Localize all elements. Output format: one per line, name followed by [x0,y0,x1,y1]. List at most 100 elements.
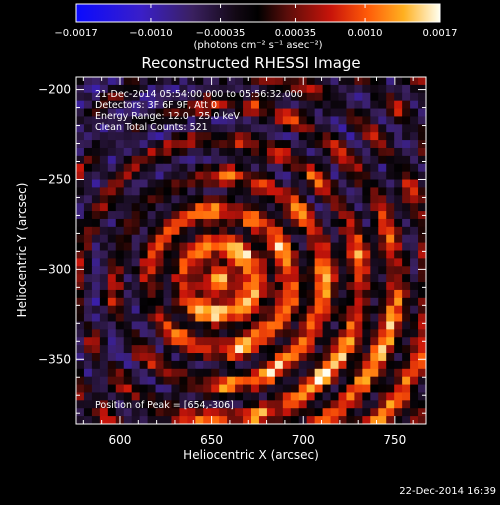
heatmap-cell [418,147,426,157]
heatmap-cell [354,392,363,401]
heatmap-cell [298,234,308,244]
heatmap-cell [131,313,141,323]
heatmap-cell [123,242,133,252]
heatmap-cell [171,108,180,118]
heatmap-cell [107,187,117,196]
heatmap-cell [378,266,387,275]
heatmap-cell [195,337,204,346]
heatmap-cell [211,353,220,362]
heatmap-cell [402,234,411,244]
heatmap-cell [243,132,252,141]
heatmap-cell [338,234,348,244]
heatmap-cell [147,195,157,204]
heatmap-cell [171,132,180,141]
heatmap-cell [410,297,419,307]
heatmap-cell [378,242,387,252]
heatmap-cell [211,155,220,165]
heatmap-cell [266,211,276,220]
heatmap-cell [163,353,173,362]
heatmap-cell [235,116,244,125]
heatmap-cell [179,171,188,181]
heatmap-cell [163,155,173,165]
heatmap-cell [362,179,371,189]
heatmap-cell [298,360,308,370]
heatmap-cell [251,132,260,141]
heatmap-cell [179,124,188,133]
heatmap-cell [227,274,236,283]
heatmap-cell [282,116,292,125]
heatmap-cell [394,179,403,189]
heatmap-cell [251,392,260,401]
heatmap-cell [370,108,379,118]
heatmap-cell [258,147,268,157]
heatmap-cell [139,77,149,86]
heatmap-cell [243,140,252,149]
heatmap-cell [330,274,340,283]
heatmap-cell [91,171,101,181]
heatmap-cell [298,274,308,283]
heatmap-cell [235,234,244,244]
heatmap-cell [83,116,93,125]
heatmap-cell [139,289,149,299]
heatmap-cell [147,211,157,220]
heatmap-cell [83,282,93,291]
heatmap-cell [418,376,426,386]
heatmap-cell [410,124,419,133]
heatmap-cell [354,100,363,110]
heatmap-cell [290,163,300,173]
heatmap-cell [338,392,348,401]
heatmap-cell [290,376,300,386]
heatmap-cell [402,416,411,424]
heatmap-cell [338,203,348,212]
heatmap-cell [187,329,196,338]
heatmap-cell [179,242,188,252]
heatmap-cell [163,329,173,338]
heatmap-cell [354,305,363,315]
heatmap-cell [362,408,371,417]
heatmap-cell [386,266,395,275]
heatmap-cell [354,140,363,149]
heatmap-cell [179,179,188,189]
heatmap-cell [171,84,180,94]
heatmap-cell [187,195,196,204]
heatmap-cell [139,163,149,173]
heatmap-cell [243,384,252,394]
colorbar-tick-label: −0.0010 [129,28,172,39]
heatmap-cell [338,353,348,362]
heatmap-cell [195,274,204,283]
heatmap-cell [115,140,125,149]
heatmap-cell [187,226,196,236]
heatmap-cell [346,321,355,330]
heatmap-cell [155,345,165,354]
chart-title: Reconstructed RHESSI Image [141,54,360,72]
heatmap-cell [203,376,212,386]
heatmap-cell [258,100,268,110]
heatmap-cell [322,337,332,346]
heatmap-cell [91,297,101,307]
heatmap-cell [274,408,284,417]
heatmap-cell [179,234,188,244]
heatmap-cell [139,92,149,102]
heatmap-cell [258,155,268,165]
heatmap-cell [410,416,419,424]
heatmap-cell [227,92,236,102]
heatmap-cell [163,392,173,401]
heatmap-cell [290,84,300,94]
heatmap-cell [179,289,188,299]
heatmap-cell [211,211,220,220]
heatmap-cell [195,368,204,378]
heatmap-cell [298,321,308,330]
heatmap-cell [139,195,149,204]
heatmap-cell [219,132,228,141]
heatmap-cell [195,211,204,220]
heatmap-cell [227,132,236,141]
heatmap-cell [195,77,204,86]
heatmap-cell [163,368,173,378]
heatmap-cell [314,289,324,299]
heatmap-cell [322,163,332,173]
heatmap-cell [203,124,212,133]
heatmap-cell [362,92,371,102]
heatmap-cell [314,163,324,173]
heatmap-cell [179,77,188,86]
heatmap-cell [187,155,196,165]
